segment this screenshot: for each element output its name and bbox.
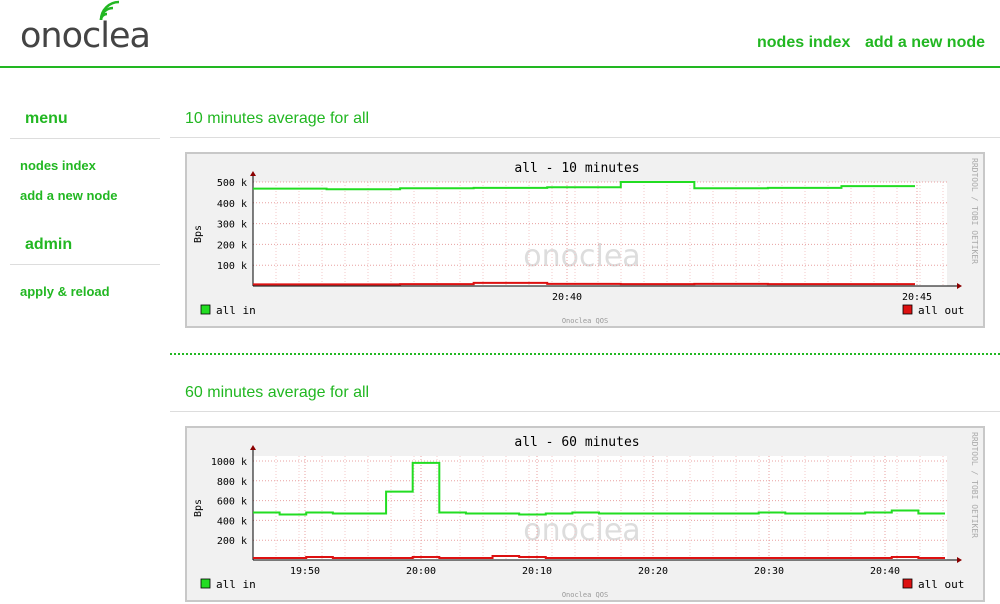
series-line-in	[253, 461, 945, 516]
plot-area	[253, 456, 947, 560]
legend-swatch-in	[200, 304, 211, 315]
y-tick-label: 600 k	[217, 497, 247, 508]
y-axis-label: Bps	[193, 225, 204, 243]
section-title-10min: 10 minutes average for all	[185, 110, 370, 127]
wifi-icon	[99, 0, 120, 21]
x-tick-label: 20:40	[552, 292, 582, 303]
x-tick-label: 20:00	[406, 566, 436, 577]
plot-area	[253, 182, 947, 286]
x-tick-label: 20:20	[638, 566, 668, 577]
chart-footer: Onoclea QOS	[562, 591, 608, 599]
legend-swatch-out	[902, 578, 913, 589]
legend-swatch-in	[200, 578, 211, 589]
logo[interactable]: onoclea	[20, 0, 151, 56]
sidebar-item-add-node[interactable]: add a new node	[20, 188, 118, 203]
series-line-out	[253, 555, 945, 560]
y-tick-label: 200 k	[217, 536, 247, 547]
rrdtool-label: RRDTOOL / TOBI OETIKER	[970, 158, 979, 264]
y-axis-arrow	[250, 171, 256, 176]
y-tick-label: 800 k	[217, 477, 247, 488]
y-tick-label: 100 k	[217, 261, 247, 272]
rrdtool-label: RRDTOOL / TOBI OETIKER	[970, 432, 979, 538]
section-divider	[170, 411, 1000, 412]
x-tick-label: 19:50	[290, 566, 320, 577]
logo-text: onoclea	[20, 16, 151, 56]
nav-nodes-index[interactable]: nodes index	[757, 34, 851, 51]
x-tick-label: 20:40	[870, 566, 900, 577]
watermark: onoclea	[523, 239, 640, 274]
header: onoclea nodes index add a new node	[0, 0, 1000, 68]
y-tick-label: 200 k	[217, 240, 247, 251]
y-axis-label: Bps	[193, 499, 204, 517]
x-tick-label: 20:10	[522, 566, 552, 577]
section-separator	[170, 353, 1000, 355]
chart-footer: Onoclea QOS	[562, 317, 608, 325]
menu-heading: menu	[10, 100, 160, 139]
chart-title: all - 60 minutes	[514, 435, 639, 450]
x-axis-arrow	[957, 557, 962, 563]
legend-label-in: all in	[216, 304, 256, 317]
legend-label-in: all in	[216, 578, 256, 591]
chart-svg: all - 60 minutes Bps RRDTOOL / TOBI OETIKE…	[193, 432, 979, 599]
x-tick-label: 20:45	[902, 292, 932, 303]
nav-add-node[interactable]: add a new node	[865, 34, 986, 51]
x-axis-arrow	[957, 283, 962, 289]
admin-heading: admin	[10, 226, 160, 265]
chart-svg: all - 10 minutes Bps RRDTOOL / TOBI OETIKE…	[193, 158, 979, 325]
y-tick-label: 400 k	[217, 199, 247, 210]
y-tick-label: 1000 k	[211, 457, 247, 468]
sidebar: menu nodes index add a new node admin ap…	[10, 100, 160, 299]
legend-label-out: all out	[918, 304, 964, 317]
chart-title: all - 10 minutes	[514, 161, 639, 176]
y-tick-label: 400 k	[217, 516, 247, 527]
graph-10min: all - 10 minutes Bps RRDTOOL / TOBI OETIKE…	[185, 152, 985, 328]
section-title-60min: 60 minutes average for all	[185, 384, 370, 401]
y-tick-label: 300 k	[217, 220, 247, 231]
section-divider	[170, 137, 1000, 138]
series-line-out	[253, 281, 915, 286]
legend-label-out: all out	[918, 578, 964, 591]
y-tick-label: 500 k	[217, 178, 247, 189]
y-axis-arrow	[250, 445, 256, 450]
sidebar-item-apply-reload[interactable]: apply & reload	[20, 284, 110, 299]
series-line-in	[253, 181, 915, 191]
legend-swatch-out	[902, 304, 913, 315]
graph-60min: all - 60 minutes Bps RRDTOOL / TOBI OETIKE…	[185, 426, 985, 602]
sidebar-item-nodes-index[interactable]: nodes index	[20, 158, 96, 173]
watermark: onoclea	[523, 513, 640, 548]
x-tick-label: 20:30	[754, 566, 784, 577]
